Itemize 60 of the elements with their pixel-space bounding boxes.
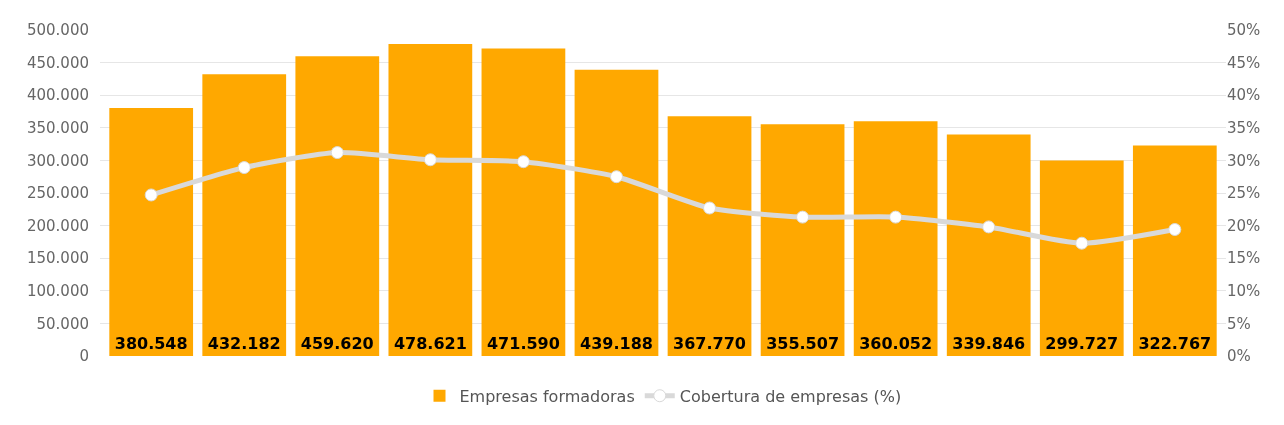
y2-tick-label: 5% (1227, 314, 1251, 333)
point (237, 161, 251, 175)
data-label: 471.590 (486, 334, 560, 353)
bar (1039, 160, 1124, 356)
point (982, 220, 996, 234)
data-label: 439.188 (580, 334, 653, 353)
y2-tick-label: 35% (1227, 119, 1261, 138)
y-tick-label: 50.000 (36, 314, 89, 333)
point (330, 146, 344, 160)
y2-tick-label: 25% (1227, 184, 1261, 203)
y-tick-label: 150.000 (26, 249, 89, 268)
data-label: 339.846 (952, 334, 1026, 353)
y-tick-label: 0 (79, 347, 89, 366)
data-label: 322.767 (1138, 334, 1212, 353)
bar (760, 124, 845, 356)
data-label: 299.727 (1045, 334, 1119, 353)
bar (574, 69, 659, 356)
bar (202, 74, 287, 356)
bar (481, 48, 566, 356)
y2-tick-label: 40% (1227, 86, 1261, 105)
point (1168, 223, 1182, 236)
data-label: 478.621 (393, 334, 467, 353)
y-tick-label: 100.000 (26, 282, 89, 301)
bar (667, 116, 752, 356)
point (1075, 236, 1089, 250)
data-label: 432.182 (207, 334, 281, 353)
point (796, 210, 810, 224)
y-tick-label: 500.000 (26, 21, 89, 40)
bar (109, 107, 194, 356)
bar (388, 43, 473, 356)
point (144, 188, 158, 202)
bar (295, 56, 380, 356)
data-label: 367.770 (673, 334, 746, 353)
bar (1132, 145, 1217, 356)
y2-tick-label: 10% (1227, 282, 1261, 301)
point (609, 170, 623, 184)
point (516, 155, 530, 169)
point (703, 201, 717, 215)
y-tick-label: 250.000 (26, 184, 89, 203)
y-tick-label: 450.000 (26, 53, 89, 72)
point (889, 210, 903, 224)
y2-tick-label: 50% (1227, 21, 1261, 40)
y2-tick-label: 45% (1227, 53, 1261, 72)
y2-tick-label: 0% (1227, 347, 1251, 366)
bar (853, 121, 938, 356)
y2-tick-label: 30% (1227, 151, 1261, 170)
data-label: 380.548 (114, 334, 188, 353)
data-label: 459.620 (300, 334, 374, 353)
data-label: 360.052 (859, 334, 933, 353)
y-tick-label: 200.000 (26, 216, 89, 235)
data-label: 355.507 (766, 334, 840, 353)
y-tick-label: 400.000 (26, 86, 89, 105)
y-tick-label: 350.000 (26, 119, 89, 138)
y-tick-label: 300.000 (26, 151, 89, 170)
point (423, 153, 437, 167)
bar (946, 134, 1031, 356)
legend-label: Empresas formadoras (459, 386, 635, 406)
y2-tick-label: 20% (1227, 216, 1261, 235)
y2-tick-label: 15% (1227, 249, 1261, 268)
legend-label: Cobertura de empresas (%) (679, 386, 902, 406)
